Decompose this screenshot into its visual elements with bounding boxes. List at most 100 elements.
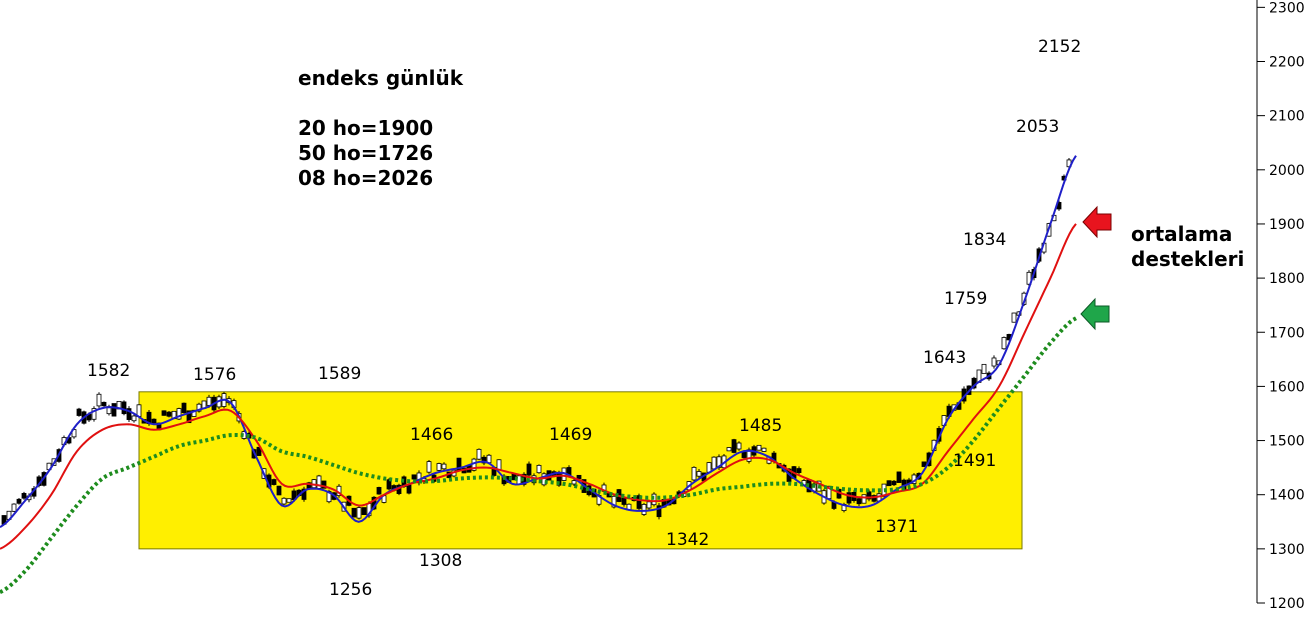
y-tick-label: 2300 — [1269, 0, 1305, 16]
price-label: 1643 — [923, 348, 966, 368]
candle-body — [21, 492, 27, 499]
candle-body — [891, 480, 897, 486]
candle-body — [691, 466, 697, 481]
candle-body — [161, 410, 167, 416]
price-label: 1371 — [875, 517, 918, 537]
candle-body — [731, 439, 737, 453]
price-label: 1256 — [329, 580, 372, 600]
candle-body — [726, 447, 732, 452]
candle-body — [496, 459, 502, 471]
candle-body — [981, 363, 987, 374]
candle-body — [131, 415, 137, 422]
candle-body — [571, 480, 577, 485]
arrow-green-icon — [1080, 297, 1110, 331]
candle-body — [871, 495, 877, 502]
candle-body — [536, 464, 542, 474]
candle-body — [636, 495, 642, 509]
candle-body — [256, 446, 262, 456]
candle-body — [861, 494, 867, 504]
candle-body — [1026, 271, 1032, 285]
candle-body — [11, 503, 17, 512]
candle-body — [856, 498, 862, 505]
y-tick-label: 1400 — [1269, 488, 1305, 504]
price-label: 1466 — [410, 425, 453, 445]
candle-body — [621, 497, 627, 505]
candle-body — [761, 447, 767, 452]
price-label: 1589 — [318, 364, 361, 384]
y-tick-label: 1900 — [1269, 217, 1305, 233]
subtitle-line-3: 08 ho=2026 — [298, 166, 434, 190]
y-tick-label: 2200 — [1269, 55, 1305, 71]
series-line-50ho — [0, 316, 1077, 594]
candle-body — [641, 504, 647, 515]
candle-body — [886, 480, 892, 487]
price-label: 1491 — [953, 451, 996, 471]
candle-body — [181, 402, 187, 414]
price-label: 1469 — [549, 425, 592, 445]
candle-body — [386, 479, 392, 490]
price-label: 1834 — [963, 230, 1006, 250]
candle-body — [991, 357, 997, 367]
candle-body — [101, 401, 107, 407]
candle-body — [91, 408, 97, 420]
price-label: 1308 — [419, 551, 462, 571]
candle-body — [656, 505, 662, 518]
subtitle-line-1: 20 ho=1900 — [298, 116, 434, 140]
candle-body — [16, 498, 22, 504]
candle-body — [1011, 312, 1017, 323]
candle-body — [281, 497, 287, 505]
candle-body — [711, 456, 717, 470]
candle-body — [96, 393, 102, 407]
candle-body — [736, 442, 742, 450]
y-tick-label: 1800 — [1269, 271, 1305, 287]
price-label: 1759 — [944, 289, 987, 309]
candle-body — [1001, 337, 1007, 350]
candle-body — [376, 487, 382, 495]
side-note: ortalama destekleri — [1131, 222, 1245, 271]
candle-body — [476, 448, 482, 460]
candle-body — [756, 444, 762, 451]
candle-body — [206, 396, 212, 406]
candle-body — [696, 471, 702, 477]
y-tick-label: 1300 — [1269, 542, 1305, 558]
y-tick-label: 2000 — [1269, 163, 1305, 179]
y-tick-label: 2100 — [1269, 109, 1305, 125]
candle-body — [866, 491, 872, 500]
y-tick-label: 1200 — [1269, 596, 1305, 612]
candle-body — [526, 463, 532, 476]
candle-body — [321, 480, 327, 489]
candle-body — [271, 479, 277, 485]
candle-body — [111, 403, 117, 417]
price-label: 2053 — [1016, 117, 1059, 137]
price-label: 1576 — [193, 365, 236, 385]
candle-body — [896, 471, 902, 483]
candle-body — [741, 451, 747, 458]
candle-body — [441, 463, 447, 470]
candle-body — [186, 410, 192, 424]
candle-body — [121, 401, 127, 415]
price-label: 1485 — [739, 416, 782, 436]
candle-body — [276, 485, 282, 496]
subtitle-line-2: 50 ho=1726 — [298, 141, 434, 165]
candle-body — [351, 507, 357, 518]
price-label: 2152 — [1038, 37, 1081, 57]
chart-title: endeks günlük — [298, 66, 464, 90]
candle-body — [646, 501, 652, 509]
candle-body — [576, 474, 582, 480]
candle-body — [126, 408, 132, 420]
price-label: 1342 — [666, 530, 709, 550]
candle-body — [411, 474, 417, 480]
candle-body — [481, 456, 487, 464]
candle-body — [176, 408, 182, 420]
candle-body — [196, 403, 202, 412]
candle-body — [361, 507, 367, 515]
candle-body — [166, 411, 172, 417]
candle-body — [796, 468, 802, 474]
candle-body — [286, 498, 292, 503]
candle-body — [611, 495, 617, 508]
candle-body — [921, 461, 927, 467]
consolidation-box — [138, 391, 1023, 550]
candle-body — [436, 463, 442, 471]
